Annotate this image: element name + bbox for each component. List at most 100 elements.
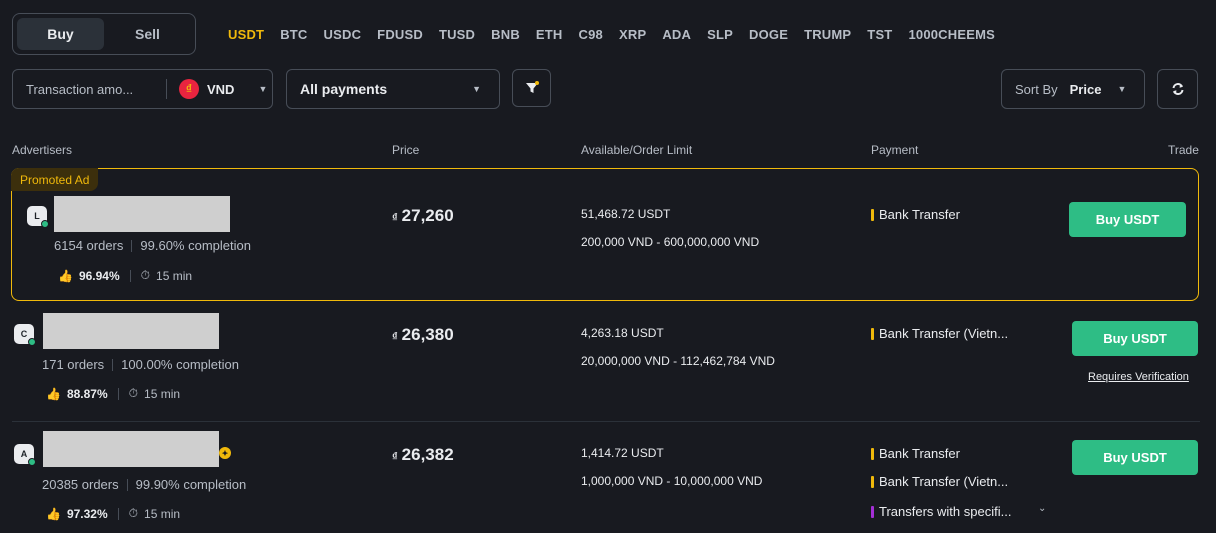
online-status-dot xyxy=(28,338,36,346)
completion-rate: 100.00% completion xyxy=(121,357,239,372)
coin-tab-eth[interactable]: ETH xyxy=(535,27,563,42)
sort-label: Sort By xyxy=(1015,81,1058,97)
avg-release-time: 15 min xyxy=(156,268,193,283)
positive-rate: 97.32% xyxy=(66,506,108,521)
divider xyxy=(112,358,114,371)
coin-tab-tst[interactable]: TST xyxy=(867,27,893,42)
order-count: 6154 orders xyxy=(54,238,124,253)
coin-tab-usdt[interactable]: USDT xyxy=(228,27,265,42)
payment-method: Bank Transfer (Vietn... xyxy=(871,326,1008,341)
buy-tab[interactable]: Buy xyxy=(17,18,104,50)
ad-price: ₫ 26,380 xyxy=(392,325,454,345)
advertiser-name-redacted[interactable] xyxy=(43,431,219,467)
price-value: 26,380 xyxy=(401,325,454,344)
payment-method-label: Transfers with specifi... xyxy=(879,504,1012,519)
coin-tab-usdc[interactable]: USDC xyxy=(323,27,362,42)
coin-tab-bnb[interactable]: BNB xyxy=(491,27,520,42)
buy-usdt-button[interactable]: Buy USDT xyxy=(1072,321,1198,356)
avatar[interactable]: A xyxy=(14,444,36,466)
refresh-button[interactable] xyxy=(1157,69,1198,109)
payment-method: Transfers with specifi... xyxy=(871,504,1011,519)
divider xyxy=(117,507,119,520)
rating-stats: 👍 96.94% ⏱ 15 min xyxy=(58,268,192,283)
positive-rate: 88.87% xyxy=(66,386,108,401)
promoted-ad-row: Promoted Ad xyxy=(11,168,1199,301)
payment-select-value: All payments xyxy=(300,81,388,97)
vnd-currency-icon: ₫ xyxy=(179,79,199,99)
available-amount: 1,414.72 USDT xyxy=(581,446,664,460)
order-stats: 171 orders 100.00% completion xyxy=(42,357,239,372)
price-value: 26,382 xyxy=(401,445,454,464)
coin-tab-btc[interactable]: BTC xyxy=(280,27,308,42)
online-status-dot xyxy=(28,458,36,466)
payment-method-select[interactable]: All payments ▼ xyxy=(286,69,500,109)
avatar[interactable]: C xyxy=(14,324,36,346)
divider xyxy=(117,387,119,400)
completion-rate: 99.90% completion xyxy=(135,477,247,492)
order-stats: 20385 orders 99.90% completion xyxy=(42,477,246,492)
online-status-dot xyxy=(41,220,49,228)
divider xyxy=(166,79,167,99)
requires-verification-link[interactable]: Requires Verification xyxy=(1088,371,1189,383)
sort-by-select[interactable]: Sort By Price ▼ xyxy=(1001,69,1145,109)
advertiser-name-redacted[interactable] xyxy=(54,196,230,232)
divider xyxy=(126,478,128,491)
header-trade: Trade xyxy=(1168,143,1199,157)
header-payment: Payment xyxy=(871,143,919,157)
buy-usdt-button[interactable]: Buy USDT xyxy=(1072,440,1198,475)
avatar-initial: L xyxy=(34,211,40,221)
coin-tab-1000cheems[interactable]: 1000CHEEMS xyxy=(908,27,995,42)
avatar-initial: A xyxy=(20,449,28,459)
payment-method: Bank Transfer (Vietn... xyxy=(871,474,1008,489)
available-amount: 4,263.18 USDT xyxy=(581,326,664,340)
caret-down-icon: ▼ xyxy=(1117,84,1127,94)
payment-color-bar xyxy=(871,208,874,221)
transaction-amount-input[interactable]: Transaction amo... ₫ VND ▼ xyxy=(12,69,273,109)
payment-color-bar xyxy=(871,327,874,340)
header-price: Price xyxy=(392,143,420,157)
order-count: 20385 orders xyxy=(42,477,119,492)
avatar-initial: C xyxy=(20,329,28,339)
coin-tab-c98[interactable]: C98 xyxy=(578,27,603,42)
payment-method-label: Bank Transfer (Vietn... xyxy=(879,474,1009,489)
order-limit: 20,000,000 VND - 112,462,784 VND xyxy=(581,354,775,368)
header-advertisers: Advertisers xyxy=(12,143,73,157)
sort-value: Price xyxy=(1069,81,1102,97)
advertiser-name-redacted[interactable] xyxy=(43,313,219,349)
thumbs-up-icon: 👍 xyxy=(46,386,61,401)
buy-usdt-button[interactable]: Buy USDT xyxy=(1069,202,1186,237)
sell-tab[interactable]: Sell xyxy=(135,26,160,42)
coin-tab-slp[interactable]: SLP xyxy=(707,27,733,42)
currency-select-label[interactable]: VND xyxy=(207,81,235,97)
avg-release-time: 15 min xyxy=(144,506,181,521)
filter-button[interactable] xyxy=(512,69,551,107)
available-amount: 51,468.72 USDT xyxy=(581,207,671,221)
currency-symbol: ₫ xyxy=(392,331,398,343)
coin-tab-doge[interactable]: DOGE xyxy=(748,27,789,42)
caret-down-icon[interactable]: ▼ xyxy=(258,84,268,94)
amount-placeholder: Transaction amo... xyxy=(26,81,134,97)
order-count: 171 orders xyxy=(42,357,105,372)
ad-price: ₫ 26,382 xyxy=(392,445,454,465)
payment-method-label: Bank Transfer xyxy=(879,207,960,222)
chevron-down-icon[interactable]: ⌄ xyxy=(1038,503,1047,514)
coin-tab-trump[interactable]: TRUMP xyxy=(804,27,852,42)
timer-icon: ⏱ xyxy=(140,268,151,282)
payment-method-label: Bank Transfer (Vietn... xyxy=(879,326,1009,341)
coin-tab-tusd[interactable]: TUSD xyxy=(438,27,476,42)
payment-color-bar xyxy=(871,447,874,460)
thumbs-up-icon: 👍 xyxy=(46,506,61,521)
promoted-ad-tag: Promoted Ad xyxy=(11,168,99,191)
order-limit: 200,000 VND - 600,000,000 VND xyxy=(581,235,760,249)
payment-method: Bank Transfer xyxy=(871,207,960,222)
coin-tab-fdusd[interactable]: FDUSD xyxy=(377,27,423,42)
positive-rate: 96.94% xyxy=(78,268,120,283)
coin-tab-ada[interactable]: ADA xyxy=(662,27,692,42)
payment-method-label: Bank Transfer xyxy=(879,446,960,461)
avatar[interactable]: L xyxy=(27,206,49,228)
payment-color-bar xyxy=(871,475,874,488)
coin-tab-xrp[interactable]: XRP xyxy=(618,27,647,42)
timer-icon: ⏱ xyxy=(128,506,139,520)
refresh-icon xyxy=(1172,83,1183,95)
thumbs-up-icon: 👍 xyxy=(58,268,73,283)
